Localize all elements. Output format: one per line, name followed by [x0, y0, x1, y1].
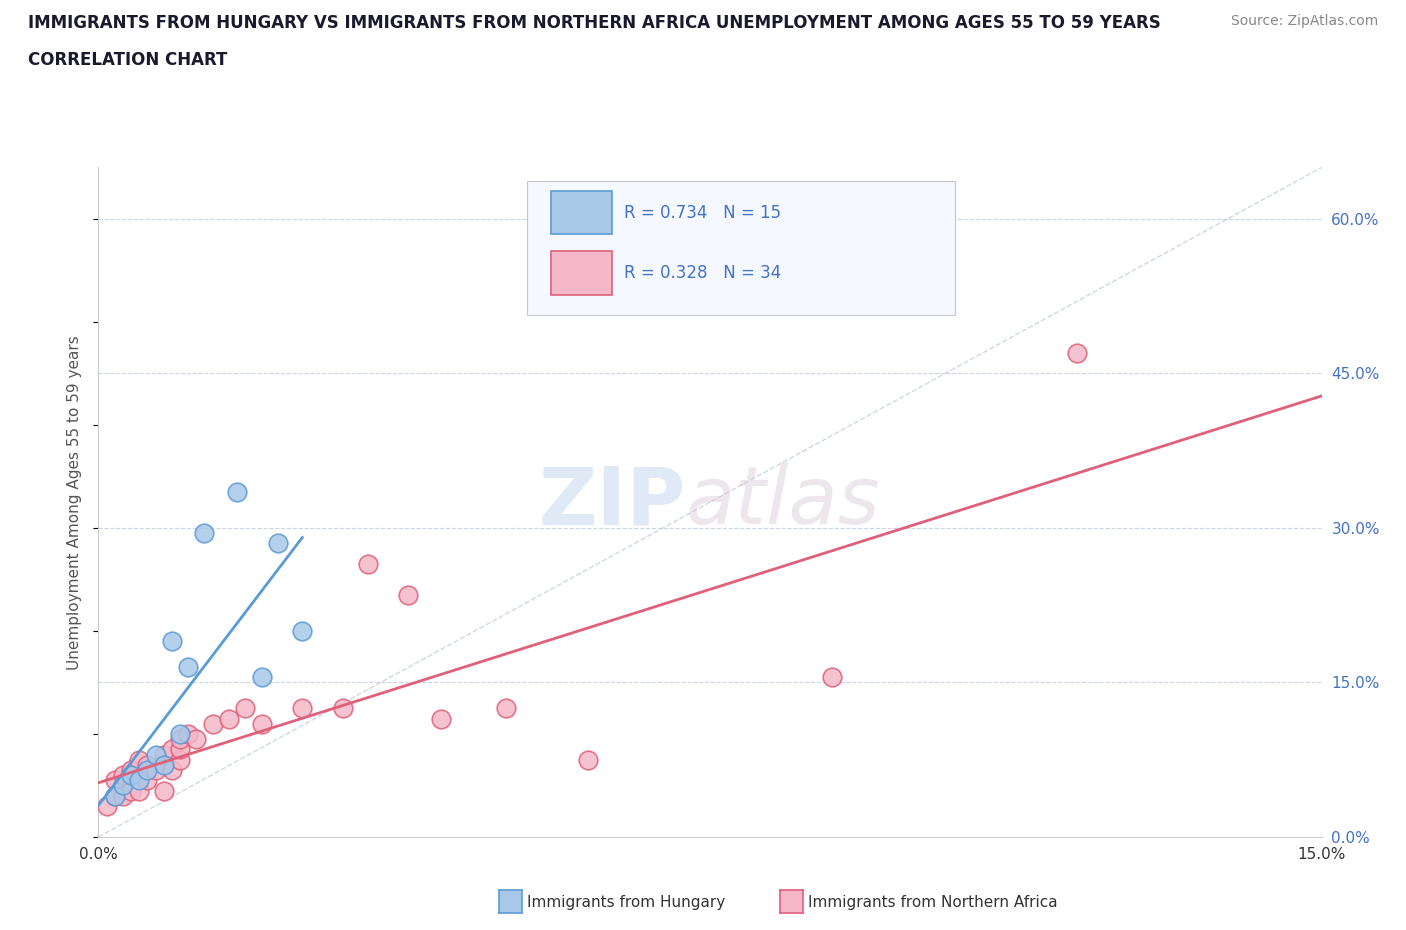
Point: [136, 757, 159, 772]
Point: [250, 716, 273, 731]
Point: [332, 701, 354, 716]
Point: [152, 783, 174, 798]
Text: R = 0.734   N = 15: R = 0.734 N = 15: [624, 204, 782, 222]
Point: [430, 711, 453, 726]
Point: [169, 752, 191, 767]
Point: [291, 623, 314, 638]
Point: [193, 525, 215, 540]
Point: [104, 773, 127, 788]
Point: [104, 789, 127, 804]
Text: atlas: atlas: [686, 463, 880, 541]
Point: [226, 485, 249, 499]
Point: [128, 783, 150, 798]
Text: R = 0.328   N = 34: R = 0.328 N = 34: [624, 264, 782, 282]
Point: [495, 701, 517, 716]
Text: IMMIGRANTS FROM HUNGARY VS IMMIGRANTS FROM NORTHERN AFRICA UNEMPLOYMENT AMONG AG: IMMIGRANTS FROM HUNGARY VS IMMIGRANTS FR…: [28, 14, 1161, 32]
Point: [396, 588, 419, 603]
Point: [576, 752, 599, 767]
Point: [111, 789, 134, 804]
Point: [96, 799, 118, 814]
Y-axis label: Unemployment Among Ages 55 to 59 years: Unemployment Among Ages 55 to 59 years: [67, 335, 83, 670]
Point: [128, 752, 150, 767]
Point: [120, 763, 142, 777]
Point: [120, 783, 142, 798]
Point: [177, 659, 200, 674]
Point: [136, 773, 159, 788]
Text: Immigrants from Northern Africa: Immigrants from Northern Africa: [808, 895, 1059, 910]
FancyBboxPatch shape: [551, 191, 612, 234]
Point: [152, 747, 174, 762]
Point: [160, 742, 183, 757]
Point: [111, 768, 134, 783]
Point: [169, 726, 191, 741]
Point: [233, 701, 256, 716]
Text: CORRELATION CHART: CORRELATION CHART: [28, 51, 228, 69]
Point: [1066, 345, 1088, 360]
Point: [160, 763, 183, 777]
Point: [145, 763, 167, 777]
Point: [104, 789, 127, 804]
Point: [169, 742, 191, 757]
Text: Source: ZipAtlas.com: Source: ZipAtlas.com: [1230, 14, 1378, 28]
Point: [136, 763, 159, 777]
Point: [111, 778, 134, 793]
Point: [128, 773, 150, 788]
Point: [177, 726, 200, 741]
Text: Immigrants from Hungary: Immigrants from Hungary: [527, 895, 725, 910]
Point: [160, 634, 183, 649]
Point: [152, 757, 174, 772]
Point: [145, 747, 167, 762]
Point: [250, 670, 273, 684]
Point: [186, 732, 208, 747]
FancyBboxPatch shape: [551, 251, 612, 295]
Point: [821, 670, 844, 684]
Point: [201, 716, 224, 731]
Point: [169, 732, 191, 747]
Point: [291, 701, 314, 716]
Text: ZIP: ZIP: [538, 463, 686, 541]
Point: [218, 711, 240, 726]
Point: [356, 556, 378, 571]
Point: [120, 768, 142, 783]
Point: [267, 536, 290, 551]
FancyBboxPatch shape: [526, 180, 955, 314]
